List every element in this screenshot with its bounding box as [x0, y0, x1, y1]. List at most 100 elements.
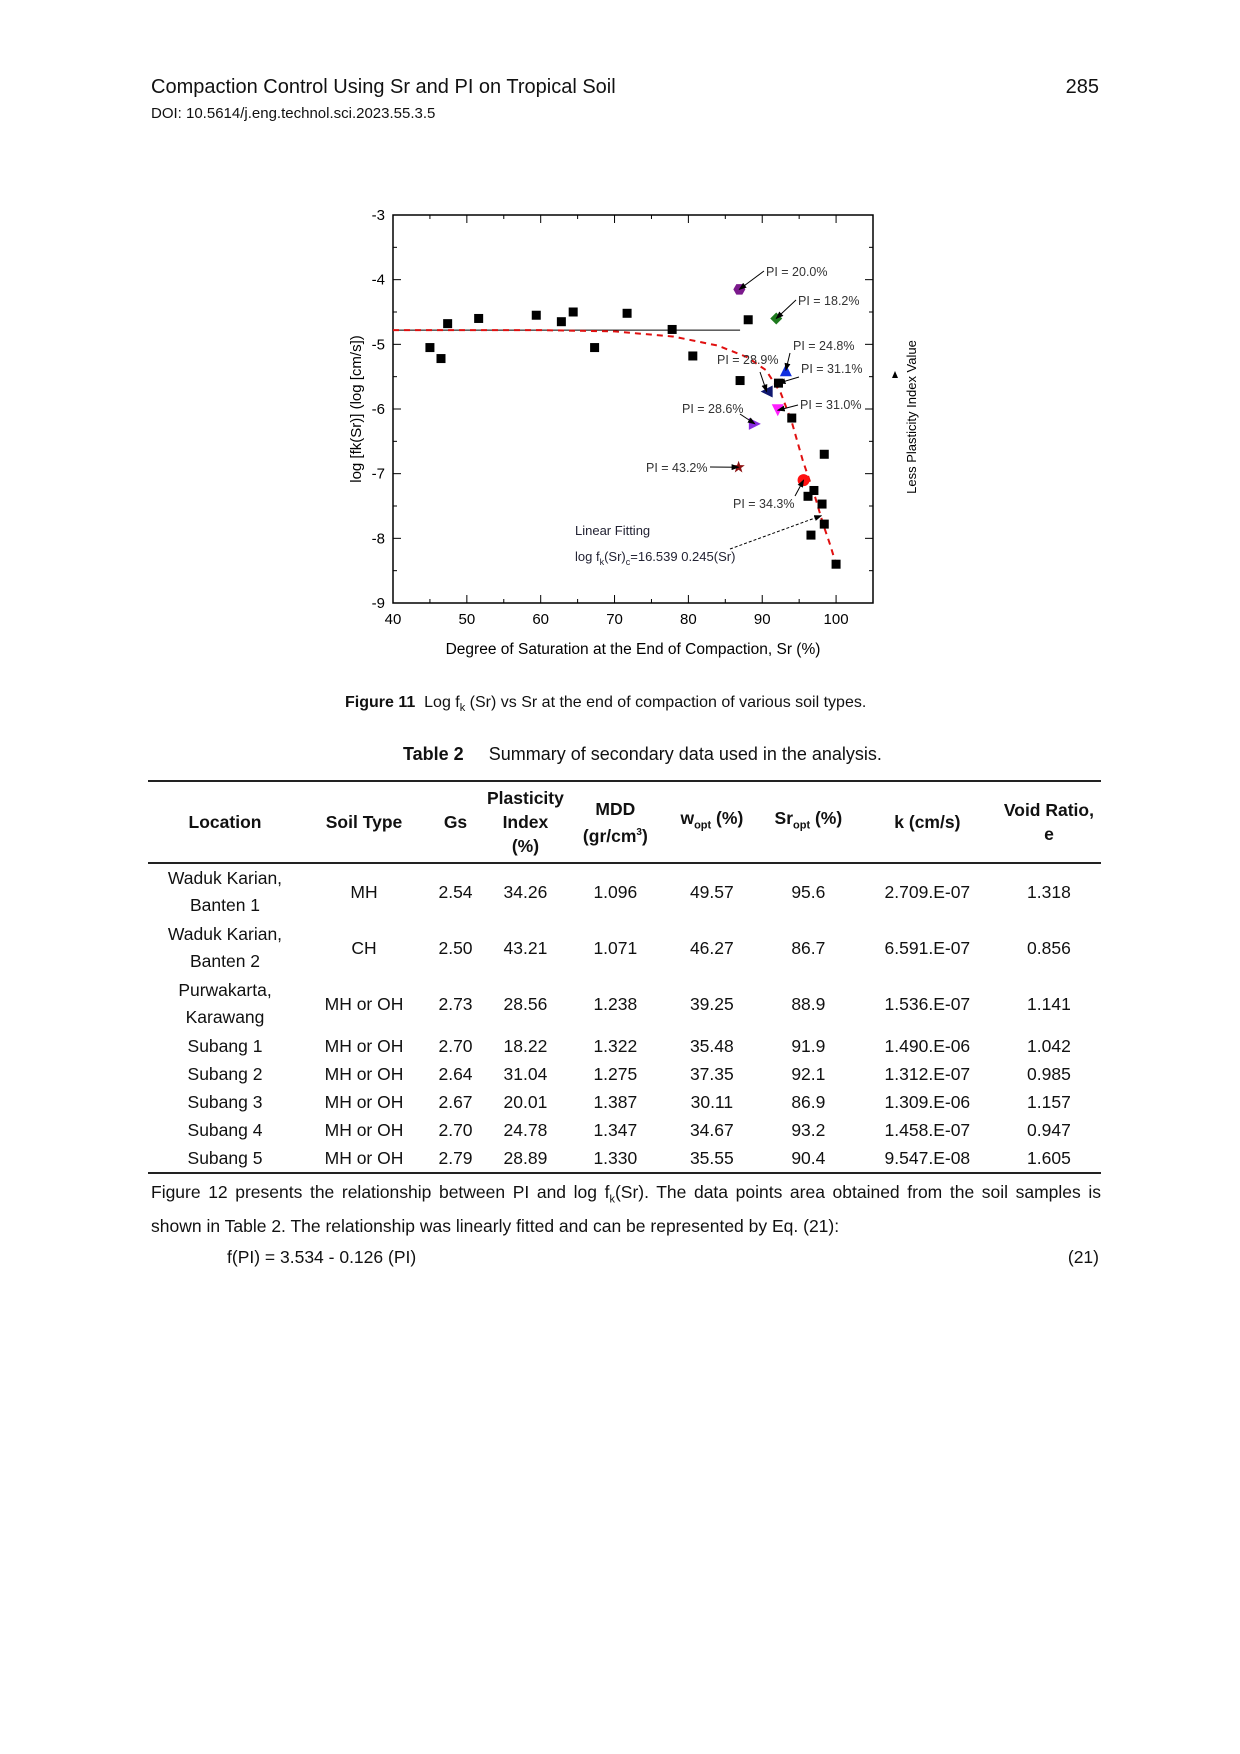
x-tick-label: 100 [824, 611, 849, 628]
cell-void-ratio: 1.318 [1027, 881, 1071, 902]
cell-mdd: 1.347 [593, 1119, 638, 1140]
data-point [809, 485, 819, 495]
cell-soil-type: MH or OH [324, 1147, 404, 1168]
col-k: k (cm/s) [894, 812, 961, 832]
cell-sropt: 90.4 [791, 1147, 826, 1168]
cell-wopt: 34.67 [689, 1119, 734, 1140]
annotation-arrow [777, 376, 800, 385]
caption-text-2: (Sr) vs Sr at the end of compaction of v… [465, 694, 867, 711]
fit-eq-part: (Sr) [604, 549, 626, 564]
cell-pi: 43.21 [503, 937, 548, 958]
col-location: Location [188, 812, 262, 832]
pi-annotation-label: PI = 20.0% [766, 265, 828, 279]
table-row: Subang 2 MH or OH 2.64 31.04 1.275 37.35 92.1 1… [148, 1060, 1101, 1088]
table-row: Waduk Karian, Banten 2 CH 2.50 43.21 1.071 46… [148, 920, 1101, 976]
cell-wopt: 35.48 [689, 1035, 734, 1056]
cell-soil-type: MH [350, 881, 378, 902]
y-tick-label: -8 [372, 530, 385, 547]
cell-mdd: 1.330 [593, 1147, 638, 1168]
data-point [443, 319, 453, 329]
y-tick-label: -9 [372, 595, 385, 612]
figure-label: Figure 11 [345, 694, 416, 711]
figure-caption: Figure 11 Log fk (Sr) vs Sr at the end o… [345, 694, 866, 714]
cell-location: Subang 4 [187, 1119, 263, 1140]
x-axis-label: Degree of Saturation at the End of Compa… [446, 641, 821, 658]
cell-gs: 2.54 [438, 881, 473, 902]
doi: DOI: 10.5614/j.eng.technol.sci.2023.55.3… [151, 105, 436, 122]
cell-soil-type: MH or OH [324, 1063, 404, 1084]
cell-gs: 2.67 [438, 1091, 473, 1112]
fit-eq-part: c [626, 557, 631, 567]
cell-pi: 18.22 [503, 1035, 548, 1056]
pi-annotation-label: PI = 28.9% [717, 353, 779, 367]
col-void-ratio: Void Ratio, e [1003, 800, 1094, 844]
cell-mdd: 1.096 [593, 881, 638, 902]
x-tick-label: 50 [459, 611, 476, 628]
cell-location: Subang 5 [187, 1147, 263, 1168]
mdd-unit: (gr/cm [582, 825, 637, 846]
table-caption-text: Summary of secondary data used in the an… [488, 744, 882, 764]
table-row: Subang 5 MH or OH 2.79 28.89 1.330 35.55 90.4 9… [148, 1144, 1101, 1173]
col-mdd: MDD (gr/cm3) [582, 798, 648, 846]
y-tick-label: -3 [372, 207, 385, 224]
pi-annotation-label: PI = 28.6% [682, 402, 744, 416]
cell-wopt: 35.55 [689, 1147, 734, 1168]
cell-mdd: 1.071 [593, 937, 638, 958]
fit-title: Linear Fitting [575, 523, 650, 538]
cell-pi: 28.89 [503, 1147, 548, 1168]
cell-location: Waduk Karian, Banten 1 [167, 868, 283, 915]
pi-annotation-label: PI = 34.3% [733, 497, 795, 511]
cell-location: Subang 3 [187, 1091, 263, 1112]
table-row: Subang 1 MH or OH 2.70 18.22 1.322 35.48 91.9 1… [148, 1032, 1101, 1060]
annotation-arrow [738, 270, 765, 290]
cell-gs: 2.70 [438, 1119, 473, 1140]
mdd-sup: 3 [636, 826, 642, 838]
annotation-arrow [794, 479, 805, 497]
table-row: Purwakarta, Karawang MH or OH 2.73 28.56 1.2… [148, 976, 1101, 1032]
cell-wopt: 30.11 [690, 1091, 734, 1112]
cell-sropt: 92.1 [791, 1063, 826, 1084]
fit-eq-part: =16.539 0.245(Sr) [630, 549, 735, 564]
equation-number: (21) [1067, 1247, 1099, 1267]
col-gs: Gs [443, 812, 468, 832]
cell-wopt: 49.57 [689, 881, 734, 902]
cell-wopt: 46.27 [689, 937, 734, 958]
cell-mdd: 1.322 [593, 1035, 638, 1056]
cell-pi: 24.78 [503, 1119, 548, 1140]
data-point [556, 317, 566, 327]
cell-k: 1.458.E-07 [884, 1119, 971, 1140]
data-point [688, 351, 698, 361]
annotation-arrow [775, 299, 797, 320]
cell-sropt: 86.7 [791, 937, 826, 958]
data-point [803, 491, 813, 501]
body-paragraph: Figure 12 presents the relationship betw… [151, 1179, 1101, 1239]
cell-void-ratio: 0.947 [1027, 1119, 1071, 1140]
pi-annotation-label: PI = 31.1% [801, 362, 863, 376]
cell-gs: 2.50 [438, 937, 473, 958]
cell-location: Purwakarta, Karawang [178, 980, 272, 1027]
w-post: (%) [711, 808, 744, 829]
cell-k: 1.309.E-06 [884, 1091, 971, 1112]
data-point [817, 499, 827, 509]
cell-sropt: 86.9 [791, 1091, 826, 1112]
table-row: Waduk Karian, Banten 1 MH 2.54 34.26 1.096 49… [148, 863, 1101, 920]
cell-void-ratio: 1.157 [1027, 1091, 1071, 1112]
cell-soil-type: MH or OH [324, 1035, 404, 1056]
col-pi: Plasticity Index (%) [487, 788, 564, 856]
cell-k: 1.490.E-06 [884, 1035, 971, 1056]
cell-location: Subang 2 [187, 1063, 263, 1084]
equation: f(PI) = 3.534 - 0.126 (PI) [227, 1247, 417, 1267]
pi-marker-star [732, 460, 745, 473]
data-point [474, 313, 484, 323]
para-text: Figure 12 presents the relationship betw… [151, 1182, 610, 1202]
cell-soil-type: MH or OH [324, 1119, 404, 1140]
table-header-row: Location Soil Type Gs Plasticity Index (… [148, 781, 1101, 863]
cell-pi: 31.04 [503, 1063, 548, 1084]
pi-annotation-label: PI = 31.0% [800, 398, 862, 412]
x-tick-label: 40 [385, 611, 402, 628]
annotation-arrow [759, 371, 768, 393]
data-point [590, 343, 600, 353]
cell-k: 9.547.E-08 [884, 1147, 971, 1168]
data-point [425, 343, 435, 353]
cell-void-ratio: 1.141 [1027, 993, 1071, 1014]
